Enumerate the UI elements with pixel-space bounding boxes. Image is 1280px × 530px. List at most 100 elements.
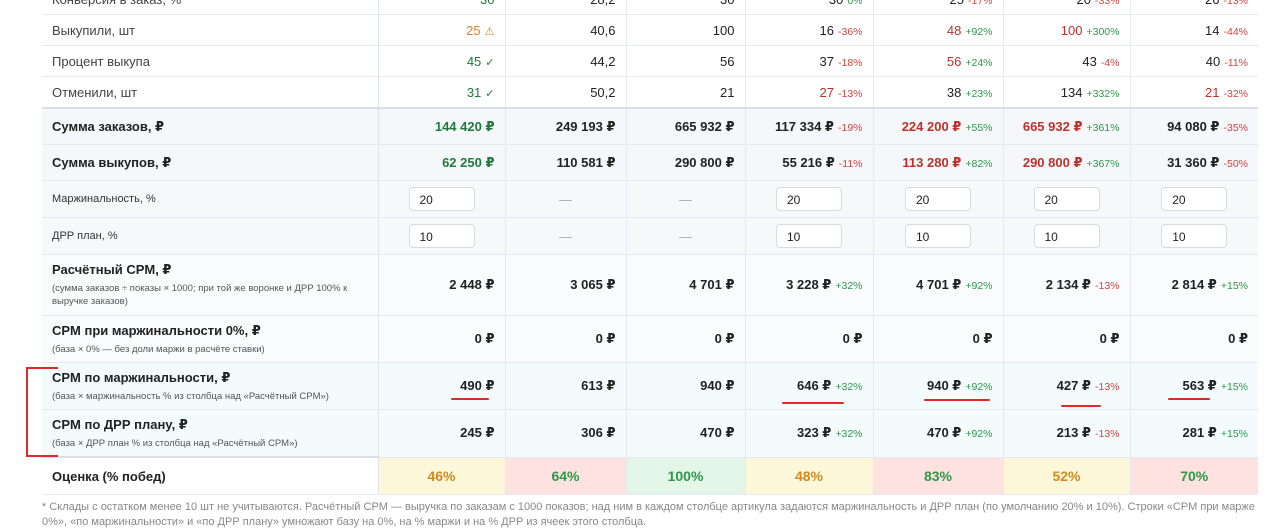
margin-input[interactable]: 20 [776,187,842,211]
cell-value: 27 [819,84,834,100]
cpm-row: CPM при маржинальности 0%, ₽ (база × 0% —… [42,315,1258,363]
row-label: Оценка (% побед) [42,456,379,495]
row-label-text: Конверсия в заказ, % [52,0,181,7]
row-label-hint: (база × 0% — без доли маржи в расчёте ст… [52,343,265,355]
drr-plan-input[interactable]: 10 [1033,224,1100,248]
value-cell: 0 ₽ [626,315,746,363]
margin-input[interactable]: 20 [408,187,475,211]
value-cell: 37 -18% [745,45,874,77]
check-icon: ✓ [485,87,495,100]
score-value: 64% [551,467,580,484]
cell-value: 38 [946,84,962,100]
cell-value: 470 ₽ [926,425,962,441]
row-label-text: CPM по ДРР плану, ₽ [52,416,188,432]
cell-value: 30 [829,0,843,7]
value-cell: 0 ₽ [873,315,1004,363]
cell-value: 56 [720,53,735,69]
value-cell: 31 360 ₽ -50% [1130,144,1258,181]
cell-value: 45 [466,53,482,69]
value-cell: 21 [626,76,746,109]
value-cell: 25-17% [873,0,1004,15]
comparison-panel: Конверсия в заказ, %3028,230300%25-17%20… [42,0,1258,528]
value-cell: 490 ₽ [378,362,506,410]
value-cell: 48 +92% [873,14,1004,46]
score-cell: 70% [1130,457,1258,495]
row-label: ДРР план, % [42,217,379,255]
delta-badge: +92% [965,25,993,38]
score-label: Оценка (% побед) [52,469,166,484]
cell-value: 40 [1205,53,1221,69]
margin-input[interactable]: 20 [905,187,971,211]
cell-value: 427 ₽ [1056,378,1091,393]
value-cell: 563 ₽ +15% [1130,362,1258,410]
cell-value: 470 ₽ [700,425,735,441]
value-cell: 26 -13% [1130,0,1258,15]
score-value: 100% [667,467,704,484]
score-cell: 46% [378,457,506,495]
cell-value: 43 [1082,53,1097,69]
row-label-text: Отменили, шт [52,84,138,100]
cell-value: 113 280 ₽ [902,154,962,170]
input-cell: 20 [378,180,506,218]
cell-value: 134 [1060,84,1083,100]
row-label-text: CPM при маржинальности 0%, ₽ [52,322,261,338]
value-cell: 3 228 ₽ +32% [745,254,874,316]
input-row: Маржинальность, % 20 — — 20 20 20 20 [42,180,1258,218]
value-cell: 30 [378,0,506,15]
cell-value: 0 ₽ [842,331,863,346]
value-cell: 113 280 ₽ +82% [873,144,1004,181]
delta-badge: -13% [1094,280,1120,292]
row-label-text: Сумма выкупов, ₽ [52,154,172,170]
delta-badge: -50% [1223,157,1248,170]
value-cell: 2 814 ₽ +15% [1130,254,1258,316]
drr-plan-input[interactable]: 10 [776,224,842,248]
value-cell: 290 800 ₽ +367% [1003,144,1131,181]
cell-value: 55 216 ₽ [782,154,835,170]
cell-value: 28,2 [590,0,615,7]
cell-value: 0 ₽ [595,331,616,346]
score-value: 46% [427,467,456,484]
value-cell: 38 +23% [873,76,1004,109]
cell-value: 100 [1060,22,1083,38]
delta-badge: -18% [837,56,863,69]
delta-badge: +332% [1086,87,1120,100]
input-cell: 10 [1003,217,1131,255]
empty-cell: — [626,217,746,255]
delta-badge: -44% [1223,25,1248,38]
cell-value: 490 ₽ [460,378,495,393]
drr-plan-input[interactable]: 10 [905,224,971,248]
cell-value: 144 420 ₽ [434,118,495,134]
delta-badge: -13% [1223,0,1248,7]
delta-badge: +361% [1086,121,1120,134]
value-cell: 28,2 [505,0,627,15]
empty-cell: — [505,180,627,218]
table-row: Отменили, шт 31 ✓ 50,2 21 27 -13% 38 +23% 134 +332… [42,76,1258,109]
score-cell: 100% [626,457,746,495]
cell-value: 665 932 ₽ [674,118,735,134]
drr-plan-input[interactable]: 10 [1161,224,1228,248]
margin-input[interactable]: 20 [1161,187,1228,211]
value-cell: 213 ₽ -13% [1003,409,1131,458]
input-cell: 10 [378,217,506,255]
row-label: Выкупили, шт [42,14,379,46]
delta-badge: -11% [838,157,863,170]
value-cell: 144 420 ₽ [378,107,506,145]
row-label-hint: (база × маржинальность % из столбца над … [52,390,329,402]
check-icon: ✓ [485,56,495,69]
delta-badge: +32% [835,280,863,292]
cell-value: 56 [946,53,962,69]
cell-value: 213 ₽ [1056,425,1091,441]
drr-plan-input[interactable]: 10 [408,224,475,248]
dash-placeholder: — [559,228,572,244]
row-label: CPM по маржинальности, ₽ (база × маржинал… [42,362,379,410]
row-label: Сумма заказов, ₽ [42,107,379,145]
cell-value: 30 [480,0,494,7]
cell-value: 21 [720,84,735,100]
input-cell: 20 [1130,180,1258,218]
score-value: 83% [923,467,953,484]
margin-input[interactable]: 20 [1033,187,1100,211]
value-cell: 0 ₽ [505,315,627,363]
cell-value: 31 [466,84,482,100]
cell-value: 0 ₽ [1228,331,1248,346]
cell-value: 110 581 ₽ [556,154,616,170]
